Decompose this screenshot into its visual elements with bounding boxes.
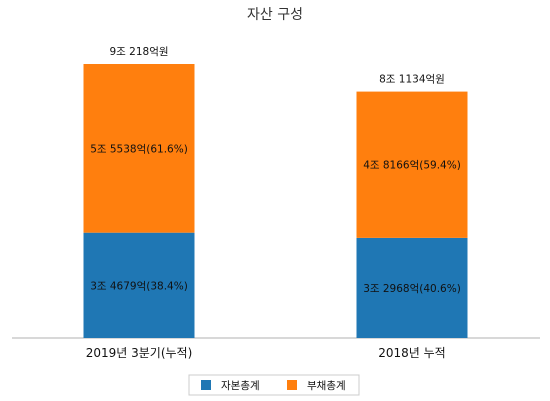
legend: 자본총계 부채총계	[188, 374, 360, 396]
data-label-equity-1: 3조 2968억(40.6%)	[363, 283, 461, 295]
data-label-equity-0: 3조 4679억(38.4%)	[90, 280, 188, 292]
bar-equity-1	[356, 237, 468, 338]
labels-layer: 3조 4679억(38.4%) 5조 5538억(61.6%) 9조 218억원 20…	[86, 46, 461, 360]
total-label-0: 9조 218억원	[109, 46, 168, 58]
x-tick-label-0: 2019년 3분기(누적)	[86, 346, 193, 360]
legend-label-equity: 자본총계	[221, 380, 260, 392]
chart-title: 자산 구성	[247, 7, 303, 23]
bar-liabilities-0	[83, 64, 195, 233]
data-label-liabilities-0: 5조 5538억(61.6%)	[90, 143, 188, 155]
total-label-1: 8조 1134억원	[379, 74, 445, 86]
legend-swatch-liabilities	[287, 380, 297, 390]
x-tick-label-1: 2018년 누적	[378, 346, 445, 360]
bar-equity-0	[83, 232, 195, 338]
legend-swatch-equity	[201, 380, 211, 390]
data-label-liabilities-1: 4조 8166억(59.4%)	[363, 160, 461, 172]
legend-box	[188, 374, 360, 396]
bars-layer	[83, 64, 468, 338]
legend-label-liabilities: 부채총계	[307, 380, 346, 392]
bar-liabilities-1	[356, 91, 468, 238]
